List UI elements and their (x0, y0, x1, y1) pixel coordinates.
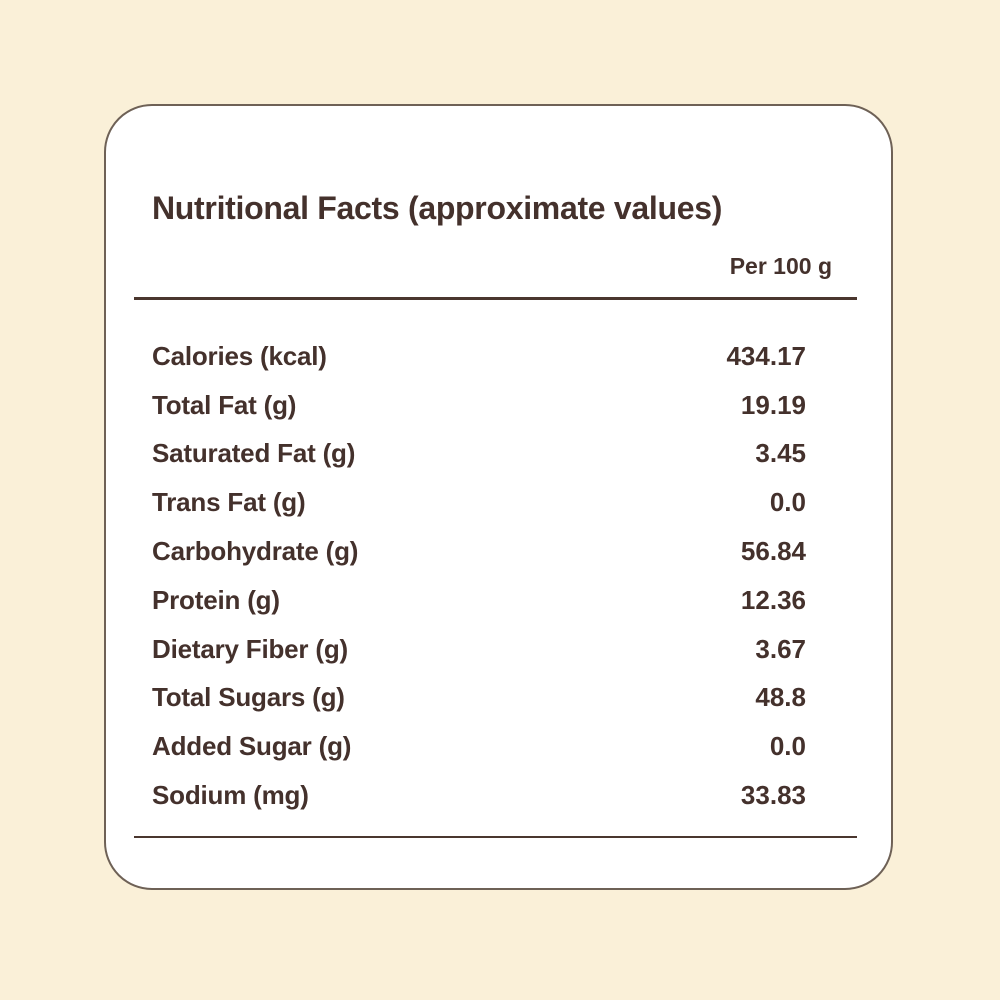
row-value: 12.36 (740, 584, 806, 615)
table-row: Total Sugars (g) 48.8 (134, 674, 857, 723)
divider-bottom (134, 836, 857, 838)
row-label: Protein (g) (152, 584, 280, 615)
row-value: 3.45 (755, 438, 806, 469)
row-value: 0.0 (769, 731, 806, 762)
nutrition-table: Calories (kcal) 434.17 Total Fat (g) 19.… (134, 332, 857, 820)
row-label: Saturated Fat (g) (152, 438, 356, 469)
row-label: Calories (kcal) (152, 340, 327, 371)
row-label: Added Sugar (g) (152, 731, 352, 762)
row-label: Dietary Fiber (g) (152, 633, 348, 664)
table-row: Calories (kcal) 434.17 (134, 332, 857, 381)
row-value: 48.8 (755, 682, 806, 713)
table-row: Total Fat (g) 19.19 (134, 381, 857, 430)
nutrition-title: Nutritional Facts (approximate values) (152, 190, 723, 226)
row-value: 3.67 (755, 633, 806, 664)
row-label: Sodium (mg) (152, 780, 309, 811)
table-row: Protein (g) 12.36 (134, 576, 857, 625)
row-label: Carbohydrate (g) (152, 536, 359, 567)
table-row: Added Sugar (g) 0.0 (134, 722, 857, 771)
table-row: Saturated Fat (g) 3.45 (134, 430, 857, 479)
row-value: 19.19 (740, 389, 806, 420)
row-value: 33.83 (740, 780, 806, 811)
row-label: Trans Fat (g) (152, 487, 306, 518)
table-row: Carbohydrate (g) 56.84 (134, 527, 857, 576)
nutrition-card: Nutritional Facts (approximate values) P… (104, 104, 893, 890)
row-label: Total Fat (g) (152, 389, 297, 420)
row-value: 434.17 (726, 340, 806, 371)
table-row: Trans Fat (g) 0.0 (134, 478, 857, 527)
row-value: 56.84 (740, 536, 806, 567)
divider-top (134, 297, 857, 300)
column-header-per-100g: Per 100 g (729, 253, 832, 279)
table-row: Sodium (mg) 33.83 (134, 771, 857, 820)
table-row: Dietary Fiber (g) 3.67 (134, 625, 857, 674)
row-value: 0.0 (769, 487, 806, 518)
row-label: Total Sugars (g) (152, 682, 345, 713)
